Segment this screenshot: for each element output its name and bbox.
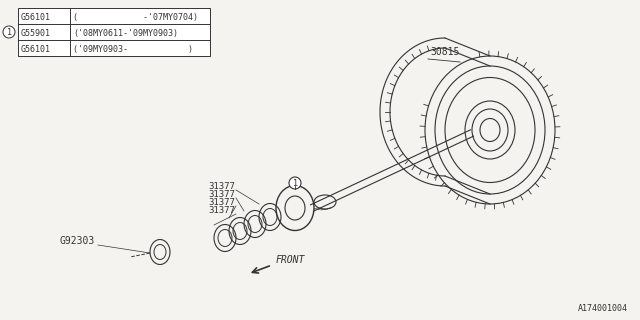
Text: (             -'07MY0704): ( -'07MY0704) [73,13,198,22]
Text: FRONT: FRONT [276,255,305,265]
Text: G55901: G55901 [21,29,51,38]
Text: G56101: G56101 [21,13,51,22]
Text: ('08MY0611-'09MY0903): ('08MY0611-'09MY0903) [73,29,178,38]
Circle shape [3,26,15,38]
Text: 1: 1 [292,179,298,188]
Text: 30815: 30815 [430,47,460,57]
Circle shape [289,177,301,189]
Text: G92303: G92303 [60,236,95,246]
Text: 31377: 31377 [208,206,235,215]
Text: 31377: 31377 [208,182,235,191]
Bar [18,8,210,56]
Text: 31377: 31377 [208,198,235,207]
Text: 31377: 31377 [208,190,235,199]
Text: ('09MY0903-            ): ('09MY0903- ) [73,45,193,54]
Text: G56101: G56101 [21,45,51,54]
Text: A174001004: A174001004 [578,304,628,313]
Text: 1: 1 [6,28,12,36]
